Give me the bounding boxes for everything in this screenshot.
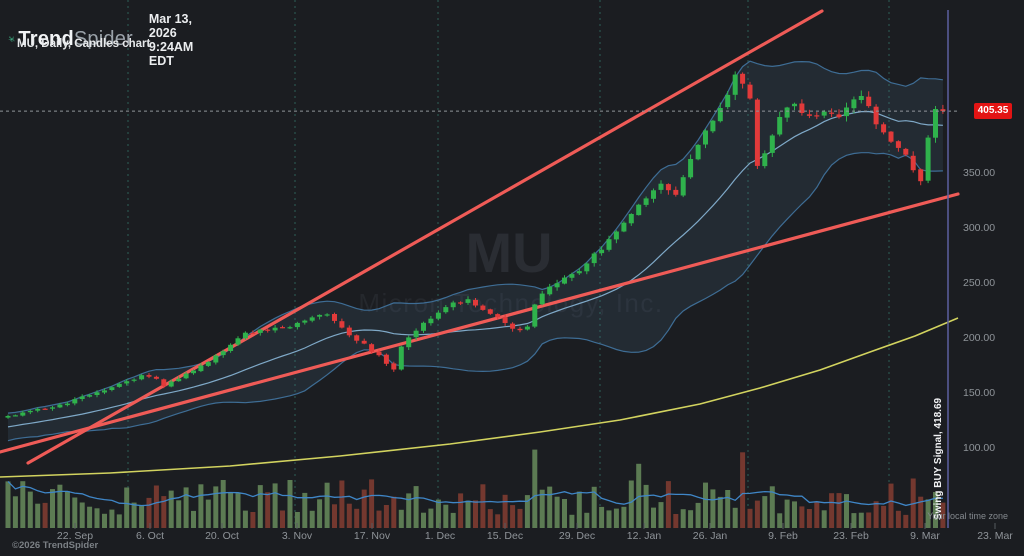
- time-axis-label: 23. Feb: [833, 530, 869, 542]
- price-axis-label: 250.00: [963, 277, 995, 289]
- brand-name-bold: Trend: [18, 27, 74, 50]
- time-axis-label: 17. Nov: [354, 530, 391, 542]
- price-axis-label: 350.00: [963, 167, 995, 179]
- time-axis-label: 23. Mar: [977, 530, 1013, 542]
- brand-row: TrendSpider Mar 13, 2026 9:24AM EDT: [7, 11, 208, 68]
- bollinger-mid-line: [7, 110, 943, 428]
- price-axis[interactable]: 350.00 300.00 250.00 200.00 150.00 100.00: [963, 167, 995, 454]
- brand-name-light: Spider: [73, 27, 133, 50]
- bollinger-lower-line: [7, 152, 943, 442]
- bollinger-upper-line: [7, 60, 943, 414]
- candles-layer: [5, 71, 946, 419]
- time-axis-label: 9. Feb: [768, 530, 798, 542]
- time-axis-label: 6. Oct: [136, 530, 164, 542]
- last-price-badge: 405.35: [974, 103, 1012, 119]
- time-axis-label: 9. Mar: [910, 530, 940, 542]
- time-axis[interactable]: 22. Sep 6. Oct 20. Oct 3. Nov 17. Nov 1. Dec 1…: [57, 523, 1013, 542]
- bollinger-fill: [8, 61, 943, 441]
- upper-trendline[interactable]: [26, 9, 824, 465]
- copyright-label: ©2026 TrendSpider: [12, 540, 99, 551]
- price-axis-label: 200.00: [963, 332, 995, 344]
- lower-trendline[interactable]: [0, 192, 960, 454]
- volume-ma-line: [7, 480, 943, 507]
- month-gridlines: [127, 0, 890, 528]
- time-axis-label: 29. Dec: [559, 530, 595, 542]
- price-axis-label: 150.00: [963, 387, 995, 399]
- bollinger-band: [7, 60, 943, 442]
- time-axis-label: 15. Dec: [487, 530, 523, 542]
- swing-buy-signal[interactable]: Swing BUY Signal, 418.69: [933, 10, 949, 528]
- price-axis-label: 300.00: [963, 222, 995, 234]
- timezone-label[interactable]: Your local time zone: [927, 511, 1008, 521]
- brand-name[interactable]: TrendSpider: [18, 28, 132, 51]
- time-axis-label: 20. Oct: [205, 530, 239, 542]
- time-axis-label: 3. Nov: [282, 530, 313, 542]
- price-axis-label: 100.00: [963, 442, 995, 454]
- time-axis-label: 12. Jan: [627, 530, 662, 542]
- watermark-symbol: MU: [465, 221, 552, 284]
- long-ma-line: [0, 317, 959, 478]
- time-axis-label: 1. Dec: [425, 530, 455, 542]
- signal-label: Swing BUY Signal, 418.69: [933, 397, 944, 520]
- time-axis-label: 26. Jan: [693, 530, 728, 542]
- volume-layer: [5, 449, 946, 528]
- chart-datetime: Mar 13, 2026 9:24AM EDT: [148, 12, 194, 68]
- time-axis-label: 22. Sep: [57, 530, 93, 542]
- trendspider-logo-icon[interactable]: [7, 27, 16, 51]
- symbol-descriptor: MU, Daily, Candles chart: [17, 38, 151, 50]
